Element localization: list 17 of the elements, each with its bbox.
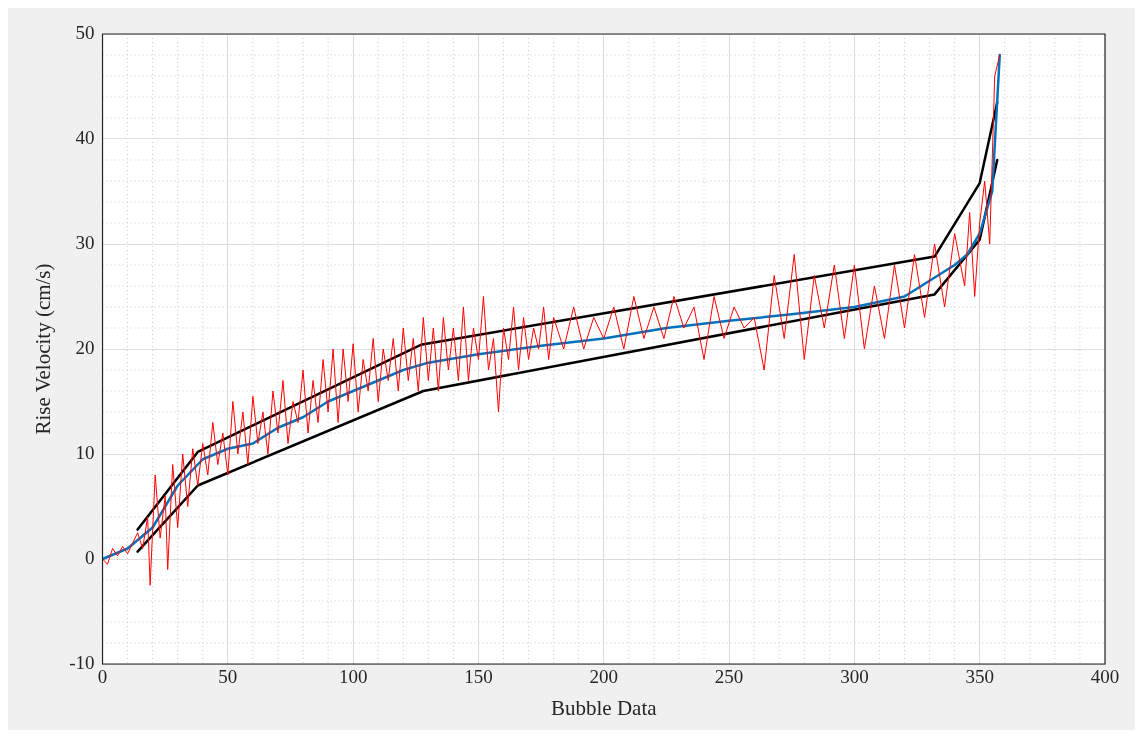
y-tick-label: 30 xyxy=(75,231,95,253)
y-tick-label: 40 xyxy=(75,126,95,148)
x-axis-title: Bubble Data xyxy=(550,695,658,720)
x-tick-label: 100 xyxy=(338,666,368,688)
y-tick-label: -10 xyxy=(69,651,95,673)
x-tick-label: 250 xyxy=(714,666,744,688)
x-tick-label: 150 xyxy=(464,666,493,688)
y-tick-label: 10 xyxy=(75,441,95,463)
y-tick-label: 20 xyxy=(75,336,95,358)
y-tick-label: 50 xyxy=(75,21,95,43)
x-tick-label: 200 xyxy=(589,666,619,688)
x-tick-label: 350 xyxy=(965,666,994,688)
y-tick-label: 0 xyxy=(85,546,95,568)
y-axis-title: Rise Velocity (cm/s) xyxy=(31,263,56,435)
x-tick-label: 300 xyxy=(840,666,869,688)
x-tick-label: 400 xyxy=(1090,666,1120,688)
x-tick-label: 50 xyxy=(218,666,238,688)
